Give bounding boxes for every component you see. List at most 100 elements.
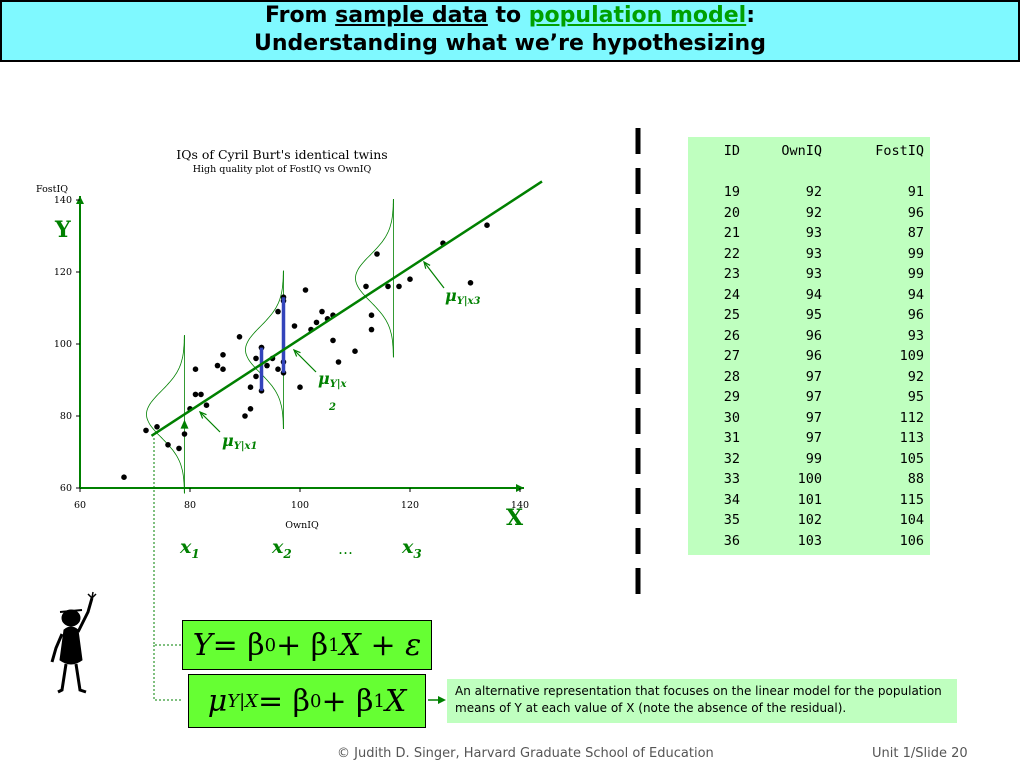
- scatter-point: [484, 222, 490, 228]
- title-mid: to: [487, 3, 529, 28]
- table-cell: 101: [797, 491, 822, 508]
- mu-x3-arrow-head: [423, 260, 431, 269]
- table-cell: 96: [907, 307, 924, 323]
- slide-title: From sample data to population model: Un…: [0, 0, 1020, 62]
- scatter-point: [242, 413, 248, 419]
- title-line-2: Understanding what we’re hypothesizing: [254, 31, 766, 56]
- scatter-point: [192, 366, 199, 373]
- table-cell: 104: [899, 512, 924, 528]
- eq-mean-sub1: 1: [373, 690, 385, 712]
- eq-beta0: = β: [212, 627, 265, 663]
- eq-mean-x: X: [384, 683, 407, 719]
- eq-y: Y: [192, 627, 213, 663]
- y-axis-letter: Y: [54, 217, 71, 243]
- table-cell: 99: [907, 245, 924, 262]
- scatter-point: [192, 391, 199, 398]
- eq-mean-beta0: = β: [257, 683, 310, 719]
- scatter-point: [302, 287, 309, 293]
- scatter-point: [154, 424, 160, 430]
- normal-curve-x1: [146, 335, 185, 494]
- table-cell: 93: [907, 327, 924, 344]
- title-population-model: population model: [528, 3, 747, 28]
- table-cell: 102: [797, 512, 822, 528]
- y-tick-label: 120: [54, 267, 72, 278]
- scatter-point: [374, 251, 380, 257]
- table-cell: 25: [723, 307, 740, 323]
- table-cell: 96: [907, 204, 924, 221]
- regression-line: [150, 180, 543, 437]
- eq-mu-sub: Y|X: [227, 690, 258, 712]
- table-cell: 100: [797, 471, 822, 487]
- scatter-point: [247, 406, 254, 412]
- scatter-point: [352, 348, 358, 355]
- scatter-point: [143, 427, 149, 434]
- table-cell: 34: [723, 491, 740, 508]
- x-tick-label: 80: [184, 500, 196, 511]
- scatter-point: [368, 326, 375, 333]
- y-tick-label: 80: [60, 411, 72, 422]
- scatter-point: [236, 334, 243, 340]
- table-cell: 97: [805, 409, 822, 426]
- table-cell: 109: [899, 348, 924, 364]
- scatter-point: [335, 359, 342, 365]
- eq-mu: μ: [207, 683, 228, 719]
- connector-mean-eq: [153, 645, 182, 701]
- stick-figure-icon: [50, 591, 97, 694]
- mu-x1-arrow-head: [198, 410, 207, 419]
- table-cell: 96: [805, 348, 822, 364]
- scatter-point: [385, 283, 391, 290]
- scatter-point: [313, 319, 320, 326]
- note-arrow-head: [438, 696, 446, 704]
- table-cell: 32: [723, 450, 740, 467]
- y-tick-label: 140: [54, 195, 72, 206]
- table-cell: 97: [805, 389, 822, 405]
- table-cell: 93: [805, 225, 822, 241]
- scatter-point: [396, 283, 402, 290]
- scatter-point: [220, 352, 226, 358]
- eq-mean-beta1: + β: [321, 683, 374, 719]
- table-cell: 97: [805, 430, 822, 446]
- x-tick-label: 140: [511, 500, 529, 511]
- x1-connector-arrow: [180, 419, 189, 429]
- data-table: ID OwnIQ FostIQ 19 92 91 20 92 96 21 93 87 22 93 99 23 9…: [688, 137, 930, 555]
- scatter-point: [275, 366, 281, 373]
- y-axis-label: FostIQ: [36, 184, 68, 195]
- table-cell: 99: [805, 450, 822, 467]
- scatter-point: [198, 391, 204, 398]
- eq-sub0: 0: [264, 634, 277, 656]
- scatter-point: [253, 355, 259, 362]
- scatter-point: [363, 283, 369, 290]
- scatter-point: [181, 431, 188, 437]
- normal-curve-x2: [245, 270, 284, 430]
- table-cell: 97: [805, 368, 822, 385]
- table-cell: 92: [907, 368, 924, 385]
- connector-model-eq: [153, 438, 182, 646]
- scatter-point: [275, 308, 281, 315]
- chart-subtitle: High quality plot of FostIQ vs OwnIQ: [193, 164, 372, 175]
- scatter-point: [467, 280, 474, 286]
- mu-x3-label: μY|x3: [445, 286, 480, 307]
- table-cell: 95: [907, 389, 924, 405]
- table-cell: 93: [805, 266, 822, 282]
- table-cell: 92: [805, 204, 822, 221]
- footer-copyright: © Judith D. Singer, Harvard Graduate Sch…: [337, 746, 714, 761]
- mu-x2-arrow-head: [292, 348, 301, 357]
- eq-beta1: + β: [276, 627, 329, 663]
- eq-x-eps: X + ε: [339, 627, 422, 663]
- scatter-point: [203, 402, 210, 409]
- scatter-point: [214, 362, 221, 369]
- mu-x2-sub-label: 2: [328, 402, 336, 413]
- normal-curve-x3: [355, 198, 394, 358]
- table-cell: 23: [723, 266, 740, 282]
- x-tick-label: 100: [291, 500, 309, 511]
- scatter-point: [165, 442, 171, 448]
- table-cell: 31: [723, 430, 740, 446]
- table-cell: 26: [723, 327, 740, 344]
- table-cell: 19: [723, 184, 740, 200]
- table-cell: 20: [723, 204, 740, 221]
- scatter-point: [264, 362, 270, 369]
- scatter-point: [253, 373, 259, 380]
